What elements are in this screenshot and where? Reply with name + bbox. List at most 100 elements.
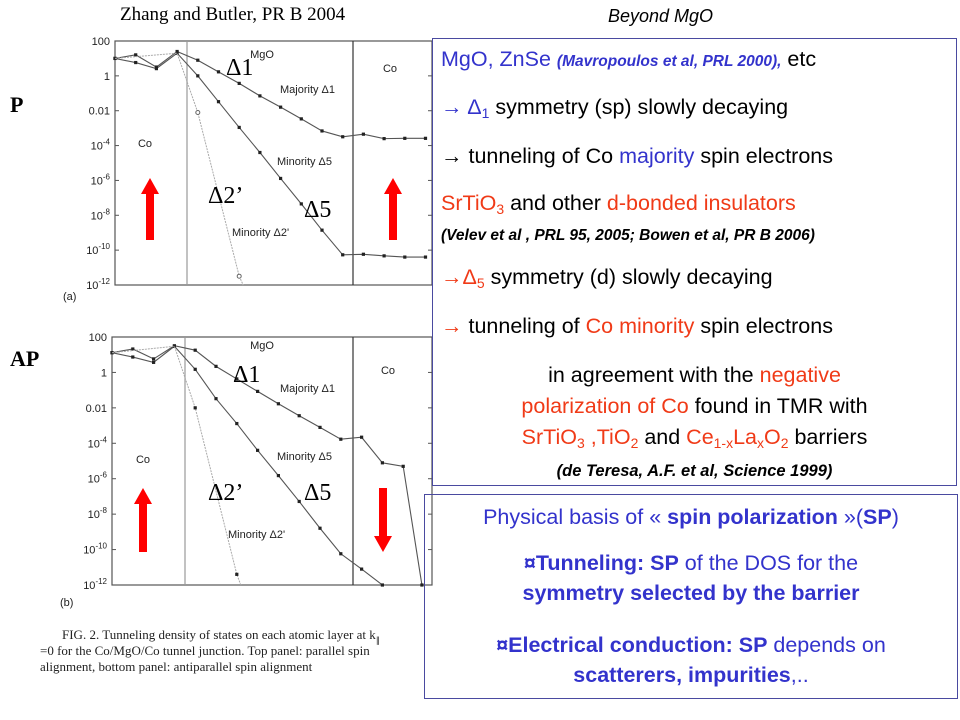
data-point [401,464,405,468]
caption-line-1: FIG. 2. Tunneling density of states on e… [62,627,380,645]
text-segment: O [763,425,781,449]
data-point [382,254,386,258]
data-point [152,360,156,364]
text-segment: Co minority [585,314,695,338]
data-point [196,58,200,62]
box2-line: scatterers, impurities,.. [425,663,957,687]
symmetry-annotation: Δ5 [304,197,331,223]
text-segment: »( [837,505,864,529]
data-point [423,255,428,259]
text-segment: barriers [788,425,868,449]
region-label: Co [383,63,397,75]
chart-panel-a: 100 1 0.01 10-4 10-6 10-8 10-10 10-12 (a) Co MgO Co… [63,36,433,303]
data-point [361,252,365,256]
text-segment: symmetry selected by the barrier [522,581,860,605]
data-point [279,105,283,109]
text-segment: (Velev et al , PRL 95, 2005; Bowen et al… [441,227,815,244]
data-point [131,347,135,351]
data-point [279,176,283,181]
y-tick-label: 10-10 [86,242,110,257]
series-line [111,345,383,586]
spin-arrow-up-icon [141,178,159,240]
data-point [256,448,260,452]
text-segment: and other [504,191,607,215]
text-segment: 3 [576,435,585,451]
box1-line: (Velev et al , PRL 95, 2005; Bowen et al… [441,221,815,248]
box1-line: → Δ1 symmetry (sp) slowly decaying [441,95,788,120]
text-segment: ¤Electrical conduction: SP [496,633,768,657]
y-tick-label: 1 [101,367,107,379]
data-point [320,129,324,133]
caption-line-2: =0 for the Co/MgO/Co tunnel junction. To… [40,643,370,658]
box1-line: SrTiO3 and other d-bonded insulators [441,191,796,216]
text-segment: polarization of Co [521,394,689,418]
y-tick-label: 100 [92,36,110,48]
data-point [237,125,241,130]
spin-arrow-up-icon [134,488,152,552]
beyond-mgo-textbox: MgO, ZnSe (Mavropoulos et al, PRL 2000),… [432,38,957,486]
text-segment: ¤Tunneling: SP [523,551,679,575]
spin-arrow-up-icon [384,178,402,240]
text-segment: ,.. [790,663,809,687]
series-line [111,345,423,586]
data-point [216,70,221,74]
y-tick-exponent: -4 [103,138,111,147]
data-point [318,425,322,429]
y-tick-exponent: -6 [100,471,108,480]
text-segment: depends on [767,633,886,657]
data-point [341,135,345,139]
data-point [361,132,365,136]
data-point [341,253,345,257]
y-tick-exponent: -6 [103,172,111,181]
y-tick-exponent: -12 [98,277,110,286]
y-tick-label: 0.01 [86,403,107,415]
data-point [214,397,218,401]
spin-arrow-down-icon [374,488,392,552]
data-point [339,552,343,556]
data-point [175,49,179,54]
data-point [235,377,239,381]
text-segment: → Δ [441,95,482,119]
data-point [423,136,428,140]
data-point [193,406,197,410]
panel-label: (a) [63,291,76,303]
plot-frame [114,40,433,286]
text-segment: spin electrons [694,144,833,168]
data-point [360,435,364,439]
text-segment: negative [759,363,841,387]
region-label: MgO [250,49,274,61]
y-tick-exponent: -10 [95,542,107,551]
data-point [258,94,262,98]
caption-line-3: alignment, bottom panel: antiparallel sp… [40,659,313,674]
box2-line: ¤Electrical conduction: SP depends on [425,633,957,657]
text-segment: symmetry (d) slowly decaying [484,265,773,289]
text-segment: scatterers, impurities [573,663,791,687]
text-segment: → [441,314,463,338]
box2-line: ¤Tunneling: SP of the DOS for the [425,551,957,575]
text-segment: Physical basis of « [483,505,668,529]
data-point [235,421,239,426]
text-segment: ,TiO [584,425,631,449]
text-segment: majority [619,144,695,168]
box1-line: (de Teresa, A.F. et al, Science 1999) [433,457,956,483]
data-point [360,567,364,571]
series-name-label: Minority Δ5 [277,451,332,463]
text-segment: etc [781,47,817,71]
series-name-label: Minority Δ2' [232,227,289,239]
series-line [114,52,244,286]
y-tick-exponent: -8 [100,506,108,515]
y-tick-exponent: -4 [100,435,108,444]
y-tick-exponent: -12 [95,577,107,586]
data-point [237,81,241,85]
series-name-label: Minority Δ2' [228,529,285,541]
data-point [420,583,424,587]
box1-line: → tunneling of Co minority spin electron… [441,314,833,338]
region-label: Co [136,454,150,466]
caption-sub: ∥ [375,635,380,645]
caption-text: FIG. 2. Tunneling density of states on e… [62,627,376,642]
text-segment: 1-x [713,435,734,451]
data-point [318,526,322,530]
y-tick-label: 10-12 [83,577,107,592]
region-label: Co [138,138,152,150]
